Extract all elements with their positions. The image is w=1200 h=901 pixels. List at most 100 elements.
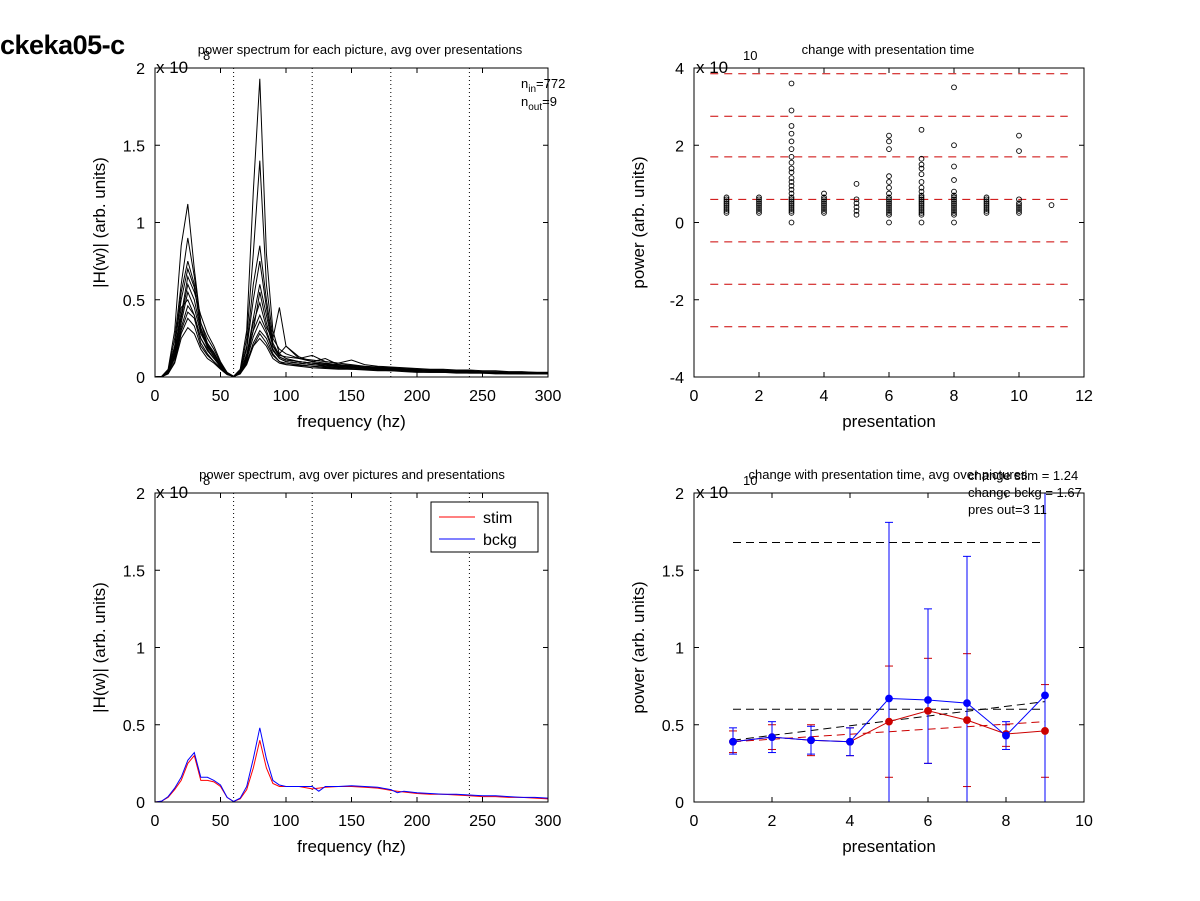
scatter-point	[918, 211, 925, 218]
scatter-point	[723, 206, 730, 212]
x-tick-label: 50	[212, 388, 230, 405]
scatter-point	[723, 196, 730, 203]
scatter-point	[788, 208, 795, 214]
scatter-point	[788, 123, 795, 129]
scatter-point	[886, 173, 892, 180]
scatter-point	[886, 206, 892, 212]
y-tick-label: 0.5	[662, 718, 684, 735]
scatter-point	[1016, 200, 1022, 207]
spectrum-line-3	[154, 78, 548, 378]
x-tick-label: 0	[151, 813, 160, 830]
scatter-point	[951, 204, 957, 210]
scatter-point	[853, 211, 860, 218]
plot-frame	[693, 492, 1085, 803]
x-tick-label: 250	[469, 388, 496, 405]
scatter-point	[918, 209, 925, 216]
figure-title: ckeka05-c	[0, 30, 125, 60]
series-line-bckg	[154, 727, 549, 803]
scatter-point	[723, 194, 730, 201]
y-tick-label: 0	[136, 370, 145, 387]
y-multiplier: x 10	[696, 58, 728, 77]
scatter-point	[886, 219, 892, 226]
scatter-point	[918, 194, 925, 201]
scatter-point	[853, 196, 860, 203]
scatter-point	[886, 202, 892, 208]
x-tick-label: 300	[535, 388, 562, 405]
x-tick-label: 6	[924, 813, 933, 830]
scatter-point	[983, 196, 990, 203]
scatter-point	[983, 204, 990, 210]
scatter-point	[821, 206, 827, 212]
x-tick-label: 8	[950, 388, 959, 405]
y-tick-label: 0	[675, 216, 684, 233]
data-point-bckg	[1002, 731, 1010, 740]
scatter-point	[756, 194, 762, 201]
y-axis-label: |H(w)| (arb. units)	[90, 157, 109, 288]
scatter-point	[918, 200, 925, 207]
scatter-point	[788, 206, 795, 212]
scatter-point	[788, 107, 795, 114]
x-tick-label: 100	[273, 813, 300, 830]
scatter-point	[951, 188, 957, 195]
y-axis-label: power (arb. units)	[629, 156, 648, 288]
y-tick-label: -4	[670, 370, 684, 387]
y-multiplier: x 10	[696, 483, 728, 502]
y-tick-label: 1.5	[123, 138, 145, 155]
scatter-point	[951, 200, 957, 207]
scatter-point	[756, 209, 762, 216]
y-axis-label: power (arb. units)	[629, 581, 648, 713]
y-exponent: 10	[743, 473, 757, 488]
x-tick-label: 0	[690, 813, 699, 830]
x-tick-label: 0	[690, 388, 699, 405]
x-tick-label: 150	[338, 388, 365, 405]
scatter-point	[756, 196, 762, 203]
legend: stim bckg	[430, 501, 539, 553]
scatter-point	[788, 130, 795, 137]
y-exponent: 8	[203, 473, 210, 488]
scatter-point	[788, 196, 795, 203]
scatter-point	[918, 161, 925, 168]
scatter-point	[886, 184, 892, 191]
data-point-stim	[963, 716, 971, 725]
x-tick-label: 6	[885, 388, 894, 405]
scatter-point	[918, 171, 925, 178]
x-tick-label: 300	[535, 813, 562, 830]
data-point-stim	[924, 706, 932, 715]
y-tick-label: 2	[675, 486, 684, 503]
spectrum-line-7	[154, 160, 549, 378]
scatter-point	[723, 200, 730, 207]
scatter-point	[886, 209, 892, 216]
y-tick-label: 0	[136, 795, 145, 812]
scatter-point	[951, 192, 957, 199]
y-tick-label: -2	[670, 293, 684, 310]
y-tick-label: 2	[136, 61, 145, 78]
scatter-point	[788, 165, 795, 172]
x-tick-label: 0	[151, 388, 160, 405]
legend-box	[430, 501, 539, 553]
spectrum-line-10	[154, 317, 548, 378]
scatter-point	[756, 208, 762, 214]
stats-annotation: change stim = 1.24	[968, 468, 1078, 483]
scatter-point	[886, 132, 892, 139]
scatter-point	[788, 194, 795, 201]
scatter-point	[821, 202, 827, 208]
scatter-point	[788, 138, 795, 145]
scatter-point	[821, 198, 827, 205]
x-tick-label: 8	[1002, 813, 1011, 830]
scatter-point	[788, 204, 795, 210]
scatter-point	[788, 175, 795, 181]
scatter-point	[918, 179, 925, 185]
scatter-point	[983, 194, 990, 201]
scatter-point	[886, 190, 892, 197]
y-tick-label: 1	[136, 216, 145, 233]
data-point-stim	[885, 717, 893, 726]
n-in-annotation: nin=772	[521, 76, 565, 95]
y-tick-label: 1.5	[123, 563, 145, 580]
scatter-point	[918, 204, 925, 210]
scatter-point	[723, 198, 730, 205]
scatter-point	[886, 146, 892, 152]
scatter-point	[886, 200, 892, 207]
scatter-point	[918, 192, 925, 199]
scatter-point	[1016, 132, 1022, 139]
scatter-point	[886, 204, 892, 210]
